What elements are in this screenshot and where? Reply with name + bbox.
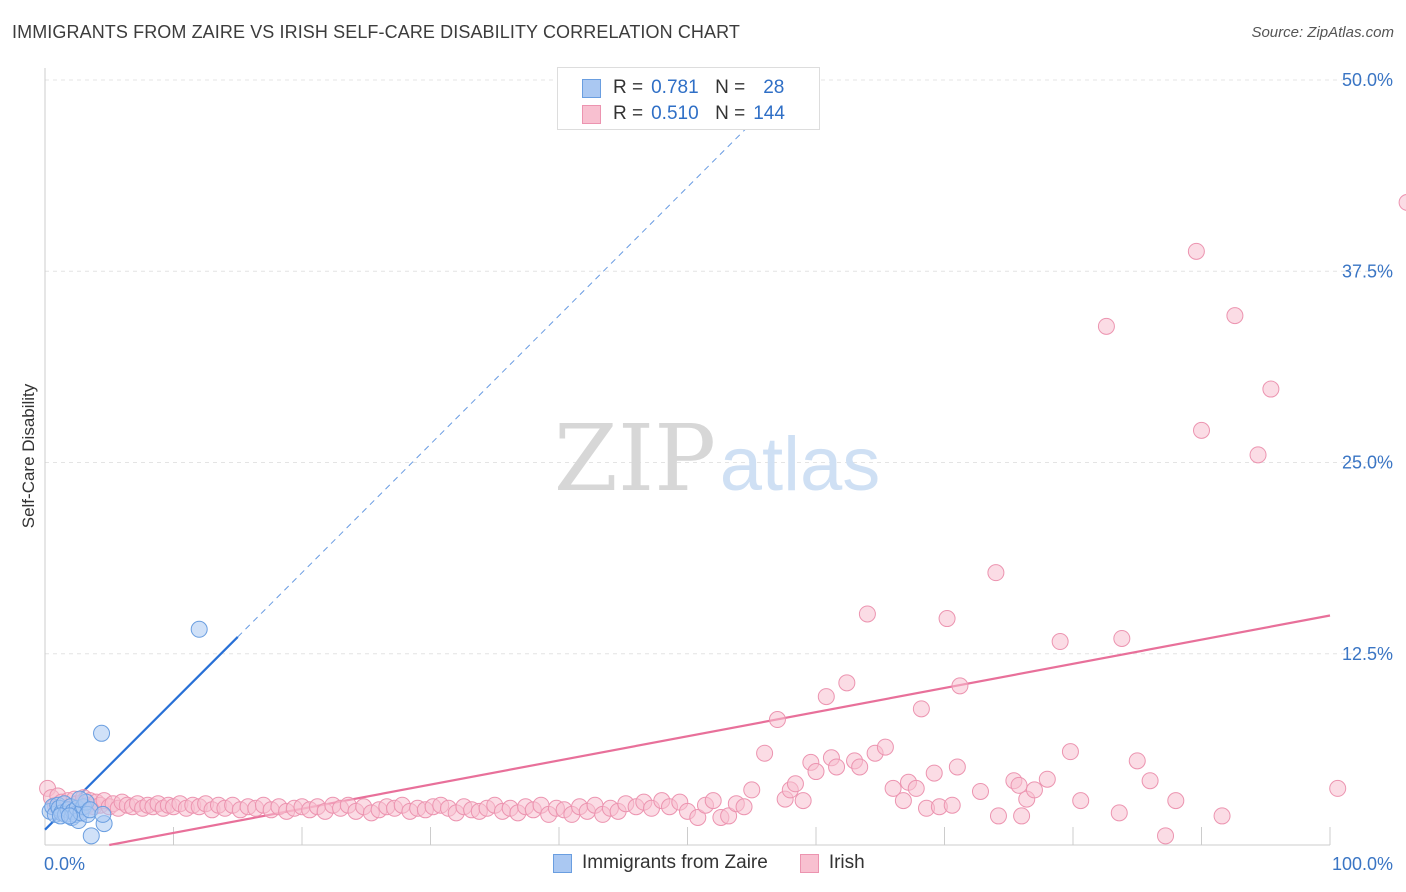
- y-tick-label: 37.5%: [1342, 261, 1393, 281]
- irish-point: [807, 763, 825, 781]
- irish-point: [1167, 792, 1185, 810]
- irish-point: [1226, 307, 1244, 325]
- irish-point: [1262, 380, 1280, 398]
- grid-lines: [45, 79, 1390, 655]
- bottom-legend: Immigrants from Zaire Irish: [553, 852, 887, 874]
- y-tick-label: 50.0%: [1342, 70, 1393, 90]
- stats-row-irish: R = 0.510 N = 144: [582, 101, 785, 127]
- irish-point: [794, 792, 812, 810]
- irish-point: [1038, 770, 1056, 788]
- irish-point: [987, 564, 1005, 582]
- irish-point: [1187, 242, 1205, 260]
- irish-point: [1110, 804, 1128, 822]
- zaire-point: [190, 620, 208, 638]
- zaire-swatch: [582, 78, 601, 98]
- n-value: 144: [753, 103, 785, 124]
- irish-point: [786, 775, 804, 793]
- irish-point: [1013, 807, 1031, 825]
- y-axis-label: Self-Care Disability: [19, 383, 38, 528]
- irish-point: [1249, 446, 1267, 464]
- irish-point: [1157, 827, 1175, 845]
- irish-point: [989, 807, 1007, 825]
- irish-swatch: [799, 853, 819, 873]
- r-label: R =: [613, 103, 644, 124]
- irish-point: [876, 738, 894, 756]
- stats-legend: R = 0.781 N = 28 R = 0.510 N = 144: [557, 67, 820, 130]
- y-tick-label: 25.0%: [1342, 453, 1393, 473]
- irish-point: [1113, 629, 1131, 647]
- legend-label-irish: Irish: [828, 852, 865, 873]
- irish-point: [768, 711, 786, 729]
- watermark-zip: ZIP: [554, 405, 716, 512]
- irish-point: [1097, 317, 1115, 335]
- zaire-point: [60, 807, 78, 825]
- irish-point: [912, 700, 930, 718]
- irish-point: [925, 764, 943, 782]
- r-label: R =: [613, 77, 644, 98]
- irish-point: [858, 605, 876, 623]
- irish-point: [894, 792, 912, 810]
- irish-point: [1398, 193, 1406, 211]
- irish-point: [1329, 779, 1347, 797]
- irish-point: [743, 781, 761, 799]
- axes: [44, 68, 1331, 846]
- data-points: [39, 193, 1406, 845]
- n-value: 28: [763, 77, 785, 98]
- irish-point: [1051, 633, 1069, 651]
- irish-point: [828, 758, 846, 776]
- zaire-trend-extension: [237, 122, 753, 638]
- irish-point: [1025, 781, 1043, 799]
- zaire-point: [71, 790, 89, 808]
- irish-point: [817, 688, 835, 706]
- irish-swatch: [582, 104, 601, 124]
- irish-point: [1010, 776, 1028, 794]
- n-label: N =: [715, 103, 746, 124]
- irish-point: [720, 807, 738, 825]
- irish-point: [851, 758, 869, 776]
- irish-point: [1128, 752, 1146, 770]
- watermark-atlas: atlas: [720, 422, 881, 507]
- irish-point: [1072, 792, 1090, 810]
- x-tick-label: 0.0%: [44, 854, 85, 874]
- y-tick-label: 12.5%: [1342, 644, 1393, 664]
- irish-point: [1061, 743, 1079, 761]
- irish-point: [704, 792, 722, 810]
- source-label: Source: ZipAtlas.com: [1251, 24, 1394, 41]
- zaire-point: [82, 827, 100, 845]
- irish-point: [951, 677, 969, 695]
- irish-point: [756, 744, 774, 762]
- irish-point: [943, 796, 961, 814]
- irish-point: [1141, 772, 1159, 790]
- irish-point: [689, 808, 707, 826]
- stats-row-zaire: R = 0.781 N = 28: [582, 75, 784, 101]
- irish-point: [971, 782, 989, 800]
- irish-point: [938, 610, 956, 628]
- irish-point: [838, 674, 856, 692]
- x-tick-label: 100.0%: [1332, 854, 1393, 874]
- irish-point: [907, 779, 925, 797]
- zaire-swatch: [553, 853, 572, 873]
- legend-label-zaire: Immigrants from Zaire: [582, 852, 768, 873]
- chart-title: IMMIGRANTS FROM ZAIRE VS IRISH SELF-CARE…: [12, 22, 740, 42]
- r-value: 0.510: [651, 103, 699, 124]
- irish-point: [1213, 807, 1231, 825]
- r-value: 0.781: [651, 77, 699, 98]
- n-label: N =: [715, 77, 746, 98]
- zaire-point: [93, 724, 111, 742]
- tick-labels: 12.5% 25.0% 37.5% 50.0% 0.0% 100.0%: [44, 70, 1393, 874]
- irish-point: [884, 779, 902, 797]
- irish-point: [948, 758, 966, 776]
- irish-point: [735, 798, 753, 816]
- irish-point: [1193, 421, 1210, 439]
- legend-item-zaire: Immigrants from Zaire: [553, 852, 768, 874]
- legend-item-irish: Irish: [799, 852, 865, 874]
- zaire-point: [94, 805, 112, 823]
